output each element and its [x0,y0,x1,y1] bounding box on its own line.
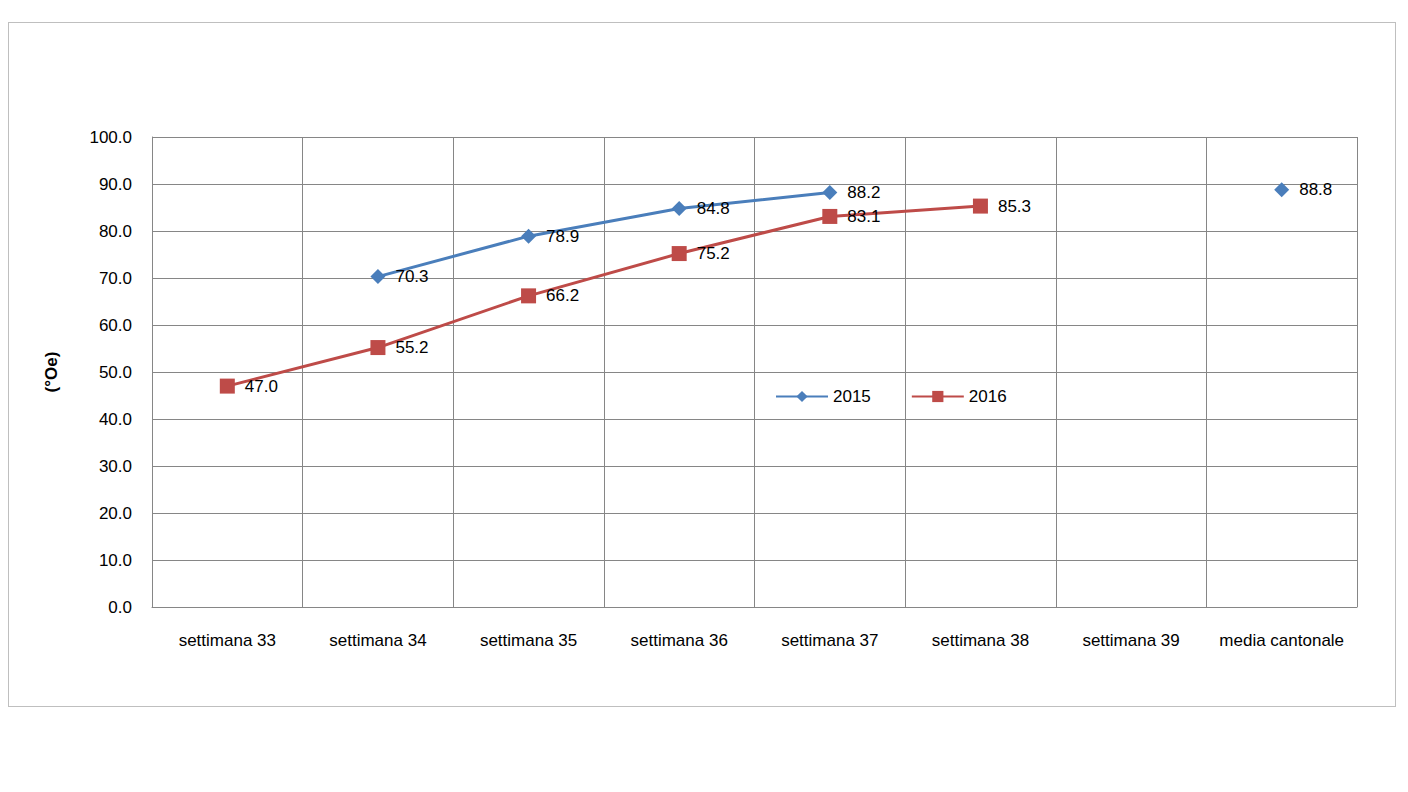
svg-text:84.8: 84.8 [697,199,730,218]
svg-text:settimana 38: settimana 38 [932,631,1029,650]
svg-text:settimana 39: settimana 39 [1082,631,1179,650]
svg-text:settimana 34: settimana 34 [329,631,426,650]
svg-text:settimana 37: settimana 37 [781,631,878,650]
svg-text:78.9: 78.9 [546,227,579,246]
svg-text:70.3: 70.3 [395,267,428,286]
svg-text:85.3: 85.3 [998,197,1031,216]
svg-text:50.0: 50.0 [99,363,132,382]
svg-text:0.0: 0.0 [108,598,132,617]
svg-text:(°Oe): (°Oe) [42,352,61,393]
svg-text:2016: 2016 [969,387,1007,406]
svg-text:55.2: 55.2 [395,338,428,357]
svg-text:66.2: 66.2 [546,286,579,305]
svg-text:settimana 36: settimana 36 [631,631,728,650]
svg-text:40.0: 40.0 [99,410,132,429]
svg-text:75.2: 75.2 [697,244,730,263]
svg-text:83.1: 83.1 [847,207,880,226]
svg-text:80.0: 80.0 [99,222,132,241]
svg-text:47.0: 47.0 [245,377,278,396]
svg-text:settimana 33: settimana 33 [179,631,276,650]
svg-text:20.0: 20.0 [99,504,132,523]
svg-text:90.0: 90.0 [99,175,132,194]
svg-text:settimana 35: settimana 35 [480,631,577,650]
svg-text:60.0: 60.0 [99,316,132,335]
svg-text:88.2: 88.2 [847,183,880,202]
svg-text:10.0: 10.0 [99,551,132,570]
svg-text:2015: 2015 [833,387,871,406]
svg-text:media cantonale: media cantonale [1219,631,1344,650]
svg-text:88.8: 88.8 [1299,180,1332,199]
svg-text:100.0: 100.0 [89,128,132,147]
svg-text:70.0: 70.0 [99,269,132,288]
svg-text:30.0: 30.0 [99,457,132,476]
